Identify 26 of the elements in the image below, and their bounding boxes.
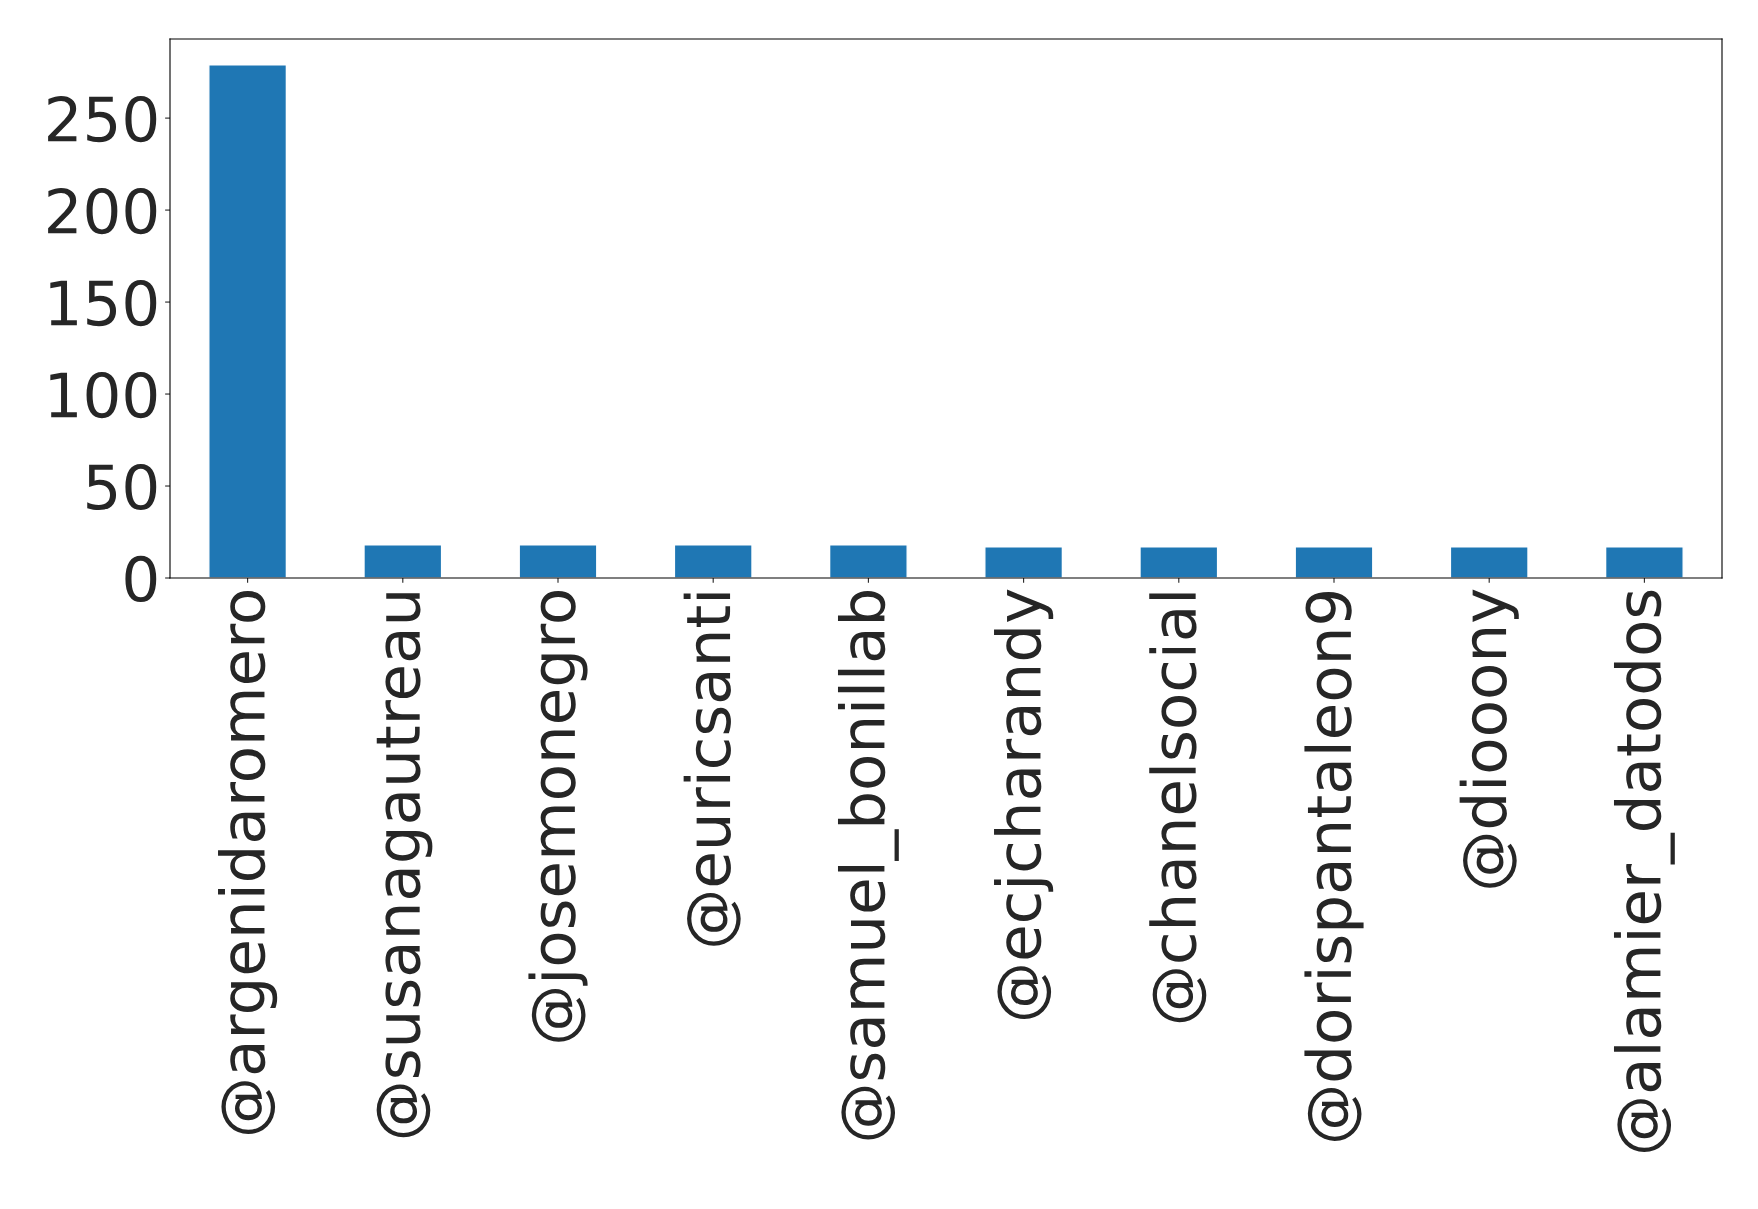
bar <box>1604 546 1684 578</box>
y-tick-label: 200 <box>48 187 157 235</box>
x-tick-label: @dorispantaleon9 <box>1304 592 1364 1141</box>
y-tick-label: 50 <box>87 463 157 511</box>
x-tick-label: @samuel_bonillab <box>837 591 899 1140</box>
bar <box>363 544 443 578</box>
x-tick-label: @chanelsocial <box>1149 593 1207 1023</box>
x-tick-label: @euricsanti <box>683 593 741 946</box>
x-tick-label: @alamier_datodos <box>1613 590 1675 1153</box>
y-tick-label: 150 <box>50 279 157 327</box>
bar <box>1449 546 1529 578</box>
bar <box>1139 546 1219 578</box>
x-tick-label: @ecjcharandy <box>994 589 1054 1020</box>
x-tick-label: @susanagautreau <box>376 593 433 1138</box>
x-tick-label: @josemonegro <box>528 591 588 1042</box>
bar <box>518 544 598 578</box>
bar <box>828 544 908 578</box>
y-tick-label: 0 <box>125 555 157 603</box>
bar <box>673 544 753 578</box>
x-tick-label: @diooony <box>1459 589 1519 888</box>
y-tick-label: 100 <box>50 371 157 419</box>
y-tick-label: 250 <box>48 95 157 143</box>
x-tick-label: @argenidaromero <box>218 591 278 1135</box>
bar <box>984 546 1064 578</box>
bar <box>1294 546 1374 578</box>
bar <box>208 64 288 578</box>
